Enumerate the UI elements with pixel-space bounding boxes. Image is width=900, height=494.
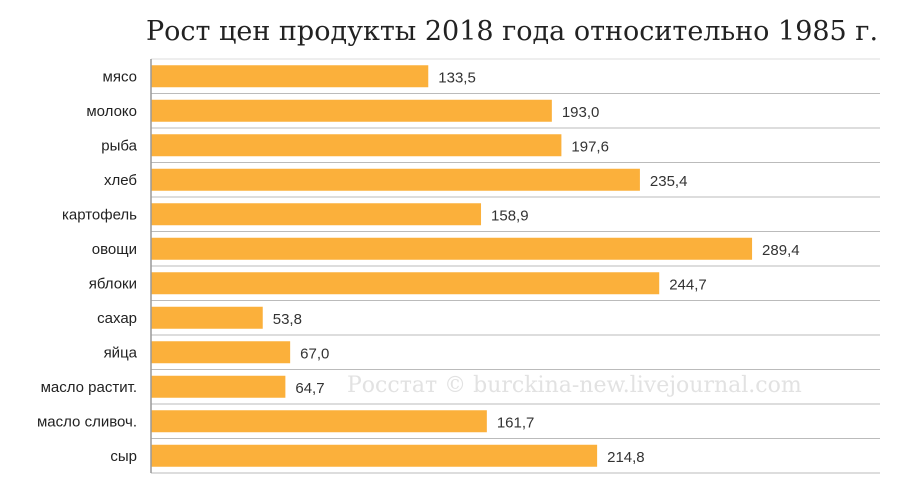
- bar: [151, 306, 263, 329]
- category-label: хлеб: [104, 172, 137, 189]
- data-label: 214,8: [607, 449, 645, 466]
- grid: [151, 58, 880, 474]
- category-label: масло растит.: [41, 379, 137, 396]
- data-label: 53,8: [273, 311, 302, 328]
- watermark: Росстат © burckina-new.livejournal.com: [347, 373, 802, 398]
- data-label: 161,7: [497, 414, 535, 431]
- category-label: молоко: [86, 103, 137, 120]
- bar: [151, 168, 640, 191]
- bar: [151, 134, 562, 157]
- category-label: сыр: [110, 448, 137, 465]
- bar: [151, 410, 487, 433]
- data-label: 235,4: [650, 173, 688, 190]
- data-label: 197,6: [571, 138, 609, 155]
- data-label: 67,0: [300, 345, 329, 362]
- bars: мясо 133,5 молоко 193,0 рыба 197,6 хлеб 235,4 ка…: [37, 65, 800, 467]
- bar: [151, 444, 598, 467]
- category-label: яйца: [104, 344, 138, 361]
- data-label: 289,4: [762, 242, 800, 259]
- chart-title: Рост цен продукты 2018 года относительно…: [146, 16, 878, 47]
- data-label: 158,9: [491, 207, 529, 224]
- bar: [151, 272, 660, 295]
- data-label: 193,0: [562, 104, 600, 121]
- data-label: 133,5: [438, 69, 476, 86]
- bar: [151, 65, 429, 88]
- bar: [151, 375, 286, 398]
- category-label: рыба: [101, 137, 137, 154]
- data-label: 64,7: [295, 380, 324, 397]
- bar: [151, 99, 552, 122]
- bar: [151, 203, 482, 226]
- bar: [151, 341, 291, 364]
- category-label: масло сливоч.: [37, 413, 137, 430]
- category-label: яблоки: [89, 275, 137, 292]
- category-label: мясо: [103, 68, 137, 85]
- category-label: овощи: [92, 241, 137, 258]
- category-label: картофель: [62, 206, 137, 223]
- data-label: 244,7: [669, 276, 707, 293]
- category-label: сахар: [97, 310, 137, 327]
- bar: [151, 237, 753, 260]
